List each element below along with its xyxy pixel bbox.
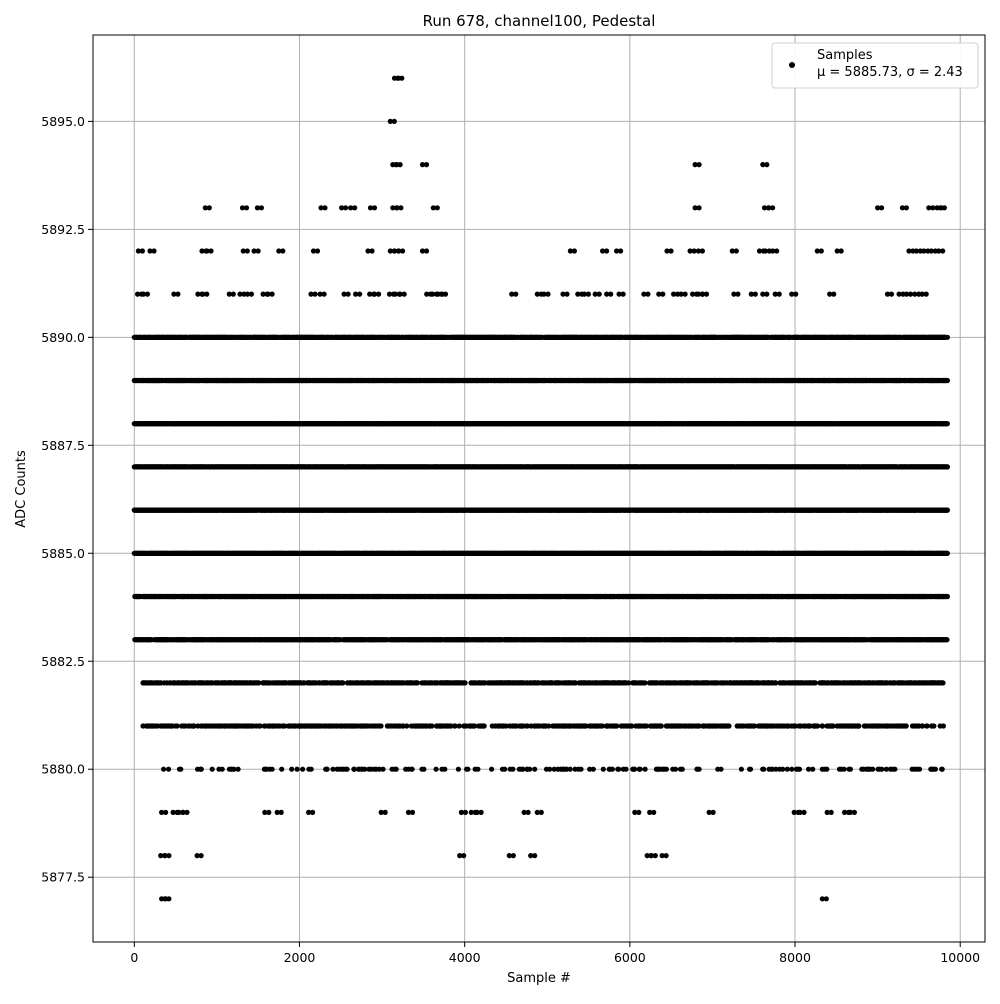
data-point <box>945 335 950 340</box>
data-point <box>945 421 950 426</box>
data-point <box>945 378 950 383</box>
